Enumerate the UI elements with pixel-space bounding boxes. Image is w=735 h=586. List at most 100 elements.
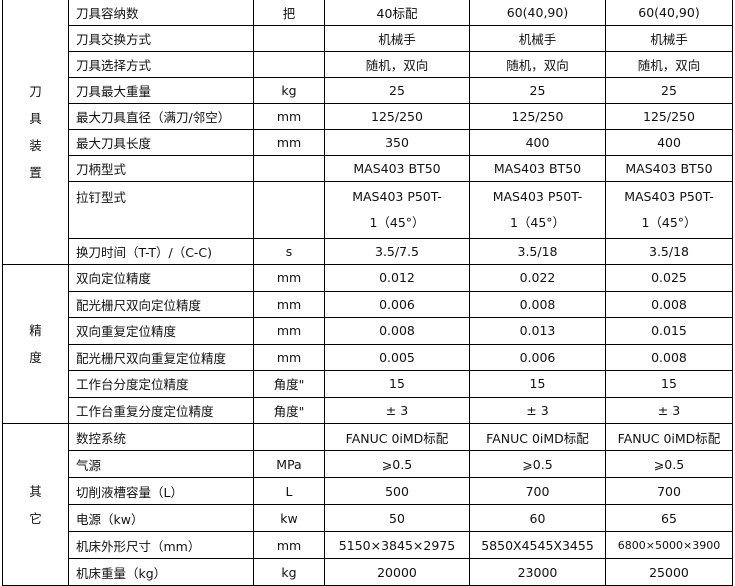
param-name: 刀柄型式 — [68, 155, 254, 182]
value-cell: 40标配 — [324, 0, 470, 26]
category-char: 置 — [29, 165, 42, 180]
value-cell: 400 — [605, 129, 733, 156]
value-cell: 400 — [469, 129, 606, 156]
value-cell: 125/250 — [469, 103, 606, 130]
param-name: 最大刀具长度 — [68, 129, 254, 156]
value-cell: 0.008 — [605, 343, 733, 371]
value-cell: 0.025 — [605, 264, 733, 292]
value-cell: FANUC 0iMD标配 — [605, 423, 733, 451]
table-row: 工作台重复分度定位精度 角度" ± 3 ± 3 ± 3 — [3, 396, 733, 424]
category-cell: 精度 — [2, 264, 69, 424]
param-name: 配光栅尺双向重复定位精度 — [68, 343, 254, 371]
value-cell: 0.015 — [605, 317, 733, 345]
param-name: 刀具选择方式 — [68, 51, 254, 78]
param-name: 换刀时间（T-T）/（C-C) — [68, 238, 254, 265]
value-cell: ⩾0.5 — [324, 450, 470, 478]
unit-cell — [253, 423, 325, 451]
table-row: 电源（kw） kw 50 60 65 — [3, 504, 733, 532]
value-cell: FANUC 0iMD标配 — [324, 423, 470, 451]
value-cell: MAS403 P50T- 1（45°） — [324, 181, 470, 239]
unit-cell: 角度" — [253, 370, 325, 398]
unit-cell: MPa — [253, 450, 325, 478]
value-cell: MAS403 P50T- 1（45°） — [605, 181, 733, 239]
param-name: 拉钉型式 — [68, 181, 254, 239]
category-char: 具 — [29, 111, 42, 126]
table-row: 工作台分度定位精度 角度" 15 15 15 — [3, 370, 733, 398]
unit-cell — [253, 25, 325, 52]
value-cell: 随机，双向 — [469, 51, 606, 78]
value-cell: 5150×3845×2975 — [324, 531, 470, 559]
value-cell: 0.005 — [324, 343, 470, 371]
value-cell: 3.5/7.5 — [324, 238, 470, 265]
value-line: MAS403 P50T- — [624, 189, 714, 204]
unit-cell: mm — [253, 264, 325, 292]
value-cell: 25 — [469, 77, 606, 104]
value-cell: 700 — [605, 477, 733, 505]
category-char: 精 — [29, 323, 42, 338]
unit-cell: mm — [253, 531, 325, 559]
value-cell: 25 — [324, 77, 470, 104]
value-cell: 25000 — [605, 558, 733, 586]
unit-cell: mm — [253, 290, 325, 318]
param-name: 工作台分度定位精度 — [68, 370, 254, 398]
table-row: 配光栅尺双向重复定位精度 mm 0.005 0.006 0.008 — [3, 343, 733, 371]
table-row: 刀具装置刀具容纳数把 40标配 60(40,90) 60(40,90) — [2, 0, 733, 265]
value-cell: 0.008 — [469, 290, 606, 318]
value-cell: ± 3 — [469, 396, 606, 424]
table-row: 刀具交换方式 机械手 机械手 机械手 — [3, 25, 733, 52]
table-row: 最大刀具长度 mm 350 400 400 — [3, 129, 733, 156]
param-name: 机床重量（kg） — [68, 558, 254, 586]
param-name: 刀具最大重量 — [68, 77, 254, 104]
table-row: 双向重复定位精度 mm 0.008 0.013 0.015 — [3, 317, 733, 345]
category-char: 它 — [29, 510, 42, 526]
table-row: 拉钉型式 MAS403 P50T- 1（45°） MAS403 P50T- 1（45°）… — [3, 181, 733, 239]
value-cell: 60(40,90) — [469, 0, 606, 26]
category-char: 刀 — [29, 84, 42, 99]
value-cell: 500 — [324, 477, 470, 505]
value-cell: 0.022 — [469, 264, 606, 292]
value-cell: 125/250 — [324, 103, 470, 130]
unit-cell: kg — [253, 558, 325, 586]
value-cell: 随机，双向 — [605, 51, 733, 78]
value-cell: 6800×5000×3900 — [605, 531, 733, 559]
value-cell: 机械手 — [605, 25, 733, 52]
value-cell: 随机，双向 — [324, 51, 470, 78]
value-cell: 125/250 — [605, 103, 733, 130]
unit-cell: s — [253, 238, 325, 265]
param-name: 配光栅尺双向定位精度 — [68, 290, 254, 318]
value-cell: MAS403 BT50 — [605, 155, 733, 182]
value-cell: 0.008 — [324, 317, 470, 345]
table-row: 最大刀具直径（满刀/邻空） mm 125/250 125/250 125/250 — [3, 103, 733, 130]
table-row: 气源 MPa ⩾0.5 ⩾0.5 ⩾0.5 — [3, 450, 733, 478]
param-name: 切削液槽容量（L） — [68, 477, 254, 505]
value-cell: FANUC 0iMD标配 — [469, 423, 606, 451]
unit-cell: kg — [253, 77, 325, 104]
param-name: 电源（kw） — [68, 504, 254, 532]
unit-cell — [253, 181, 325, 239]
table-row: 换刀时间（T-T）/（C-C) s 3.5/7.5 3.5/18 3.5/18 — [3, 238, 733, 265]
value-cell: 350 — [324, 129, 470, 156]
table-row: 机床重量（kg） kg 20000 23000 25000 — [3, 558, 733, 586]
param-name: 双向重复定位精度 — [68, 317, 254, 345]
value-line: MAS403 P50T- — [492, 189, 583, 204]
category-char: 装 — [29, 138, 42, 153]
unit-cell: 角度" — [253, 396, 325, 424]
value-cell: 0.006 — [469, 343, 606, 371]
param-name: 刀具交换方式 — [68, 25, 254, 52]
unit-cell: mm — [253, 343, 325, 371]
category-char: 其 — [29, 483, 42, 499]
value-cell: 0.006 — [324, 290, 470, 318]
value-line: MAS403 P50T- — [352, 189, 442, 204]
table-row: 机床外形尺寸（mm） mm 5150×3845×2975 5850X4545X3455… — [3, 531, 733, 559]
value-cell: 机械手 — [469, 25, 606, 52]
param-name: 最大刀具直径（满刀/邻空） — [68, 103, 254, 130]
table-row: 精度双向定位精度 mm 0.012 0.022 0.025 — [2, 264, 733, 424]
value-cell: ± 3 — [605, 396, 733, 424]
value-cell: 700 — [469, 477, 606, 505]
table-row: 刀具选择方式 随机，双向 随机，双向 随机，双向 — [3, 51, 733, 78]
param-name: 刀具容纳数 — [68, 0, 254, 26]
value-cell: 23000 — [469, 558, 606, 586]
value-cell: MAS403 BT50 — [469, 155, 606, 182]
